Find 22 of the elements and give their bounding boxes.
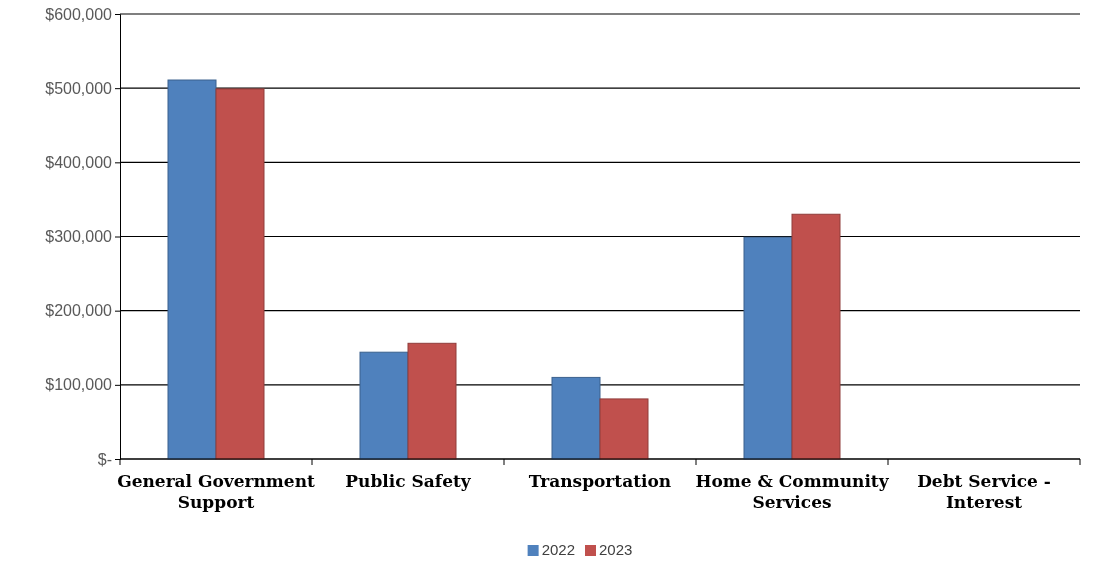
bar xyxy=(359,351,409,460)
y-tick-label: $400,000 xyxy=(45,153,113,171)
bar xyxy=(215,88,265,460)
y-tick-label: $500,000 xyxy=(45,79,113,97)
bar xyxy=(743,236,793,460)
bar xyxy=(551,376,601,460)
bar xyxy=(167,79,217,460)
y-tick-label: $100,000 xyxy=(45,376,113,394)
bar xyxy=(407,342,457,460)
bar xyxy=(791,213,841,460)
x-tick-label: Transportation xyxy=(528,471,672,491)
y-tick-label: $600,000 xyxy=(45,5,113,23)
x-tick-label: Home & Community Services xyxy=(695,471,890,512)
y-tick-label: $- xyxy=(97,450,112,468)
x-tick-label: Public Safety xyxy=(345,471,472,491)
legend-label: 2022 xyxy=(541,541,575,558)
y-tick-label: $200,000 xyxy=(45,302,113,320)
x-tick-label: General Government Support xyxy=(117,471,316,512)
bar xyxy=(599,398,649,460)
x-tick-label: Debt Service - Interest xyxy=(917,471,1051,512)
y-tick-label: $300,000 xyxy=(45,228,113,246)
legend-label: 2023 xyxy=(599,541,633,558)
